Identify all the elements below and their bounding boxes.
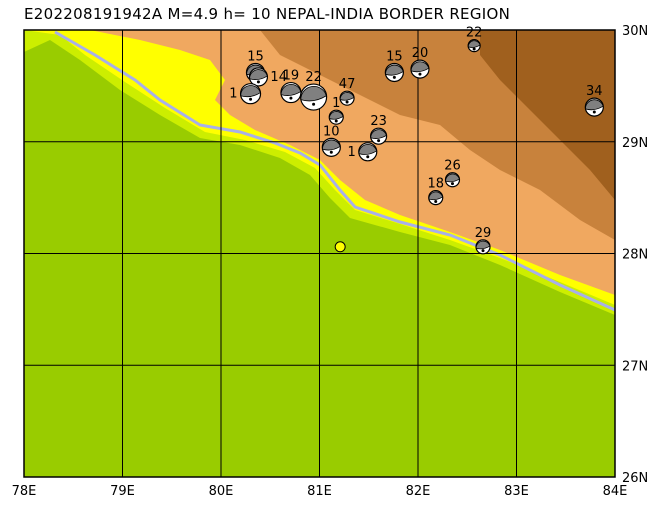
lon-tick-label: 82E: [406, 484, 431, 499]
axis-labels: 78E 79E 80E 81E 82E 83E 84E 30N 29N 28N 27N 26N: [12, 24, 649, 499]
focal-mechanism-beachball: 47: [339, 77, 356, 106]
focal-mechanism-beachball: 10: [321, 124, 341, 157]
focal-mechanism-beachball: 22: [466, 26, 483, 53]
beachball-compressional: [467, 40, 481, 48]
focal-mechanism-beachball: 26: [444, 159, 461, 188]
beachball-compressional: [280, 83, 302, 96]
depth-label: 26: [444, 159, 461, 174]
beachball-compressional: [370, 129, 387, 139]
depth-label: 18: [427, 177, 444, 192]
t-axis-dot: [312, 102, 316, 106]
lat-tick-label: 26N: [622, 471, 648, 486]
beachball-compressional: [428, 191, 444, 201]
focal-mechanism-beachball: 18: [427, 177, 444, 206]
t-axis-dot: [592, 110, 596, 114]
depth-label: 15: [247, 49, 264, 64]
depth-label: 47: [339, 77, 356, 92]
depth-label: 22: [305, 70, 322, 85]
t-axis-dot: [289, 96, 293, 100]
beachball-compressional: [358, 144, 378, 155]
depth-label: 29: [475, 226, 492, 241]
focal-mechanism-beachball: 1: [229, 83, 262, 105]
depth-label: 20: [412, 46, 429, 61]
t-axis-dot: [345, 100, 349, 104]
lon-tick-label: 84E: [603, 484, 628, 499]
river: [54, 30, 616, 312]
beachball-compressional: [585, 99, 604, 111]
t-axis-dot: [418, 72, 422, 76]
focal-mechanism-beachball: 15: [384, 49, 404, 83]
beachball-compressional: [240, 85, 261, 98]
depth-label: 1: [347, 145, 355, 160]
focal-mechanism-beachball: 1: [328, 96, 344, 125]
epicenter-marker: [334, 241, 346, 253]
focal-mechanism-beachball: 20: [410, 46, 430, 79]
depth-label: 1: [229, 87, 237, 102]
beachball-compressional: [475, 240, 491, 250]
focal-mechanism-beachball: 22: [299, 70, 328, 111]
lon-tick-label: 80E: [209, 484, 234, 499]
depth-label: 15: [386, 49, 403, 64]
lat-tick-label: 27N: [622, 359, 648, 374]
lon-tick-label: 83E: [504, 484, 529, 499]
map-title: E202208191942A M=4.9 h= 10 NEPAL-INDIA B…: [24, 5, 511, 23]
beachball-compressional: [445, 173, 460, 183]
t-axis-dot: [377, 139, 381, 143]
lon-tick-label: 81E: [307, 484, 332, 499]
depth-label: 10: [323, 124, 340, 139]
focal-mechanism-beachball: 14: [248, 67, 287, 87]
focal-mechanism-beachball: 29: [475, 226, 492, 255]
beachball-compressional: [300, 85, 327, 102]
t-axis-dot: [366, 155, 370, 159]
depth-label: 22: [466, 26, 483, 41]
lat-tick-label: 28N: [622, 248, 648, 263]
depth-label: 34: [586, 84, 603, 99]
t-axis-dot: [249, 97, 253, 101]
t-axis-dot: [392, 75, 396, 79]
map-frame: [23, 29, 616, 478]
t-axis-dot: [481, 249, 485, 253]
focal-mechanism-beachball: 34: [584, 84, 604, 117]
lon-tick-label: 78E: [12, 484, 37, 499]
beachball-compressional: [328, 111, 344, 120]
beachball-compressional: [249, 69, 268, 81]
depth-label: 23: [370, 114, 387, 129]
beachball-compressional: [322, 139, 341, 151]
t-axis-dot: [450, 182, 454, 186]
t-axis-dot: [256, 80, 260, 84]
focal-mechanism-beachball: 23: [370, 114, 388, 145]
t-axis-dot: [329, 150, 333, 154]
high-mountain-zone: [480, 30, 615, 200]
beachball-compressional: [339, 92, 355, 101]
beachball-compressional: [410, 61, 430, 73]
depth-label: 14: [270, 70, 287, 85]
lon-tick-label: 79E: [110, 484, 135, 499]
focal-mechanism-beachball: 19: [280, 69, 302, 104]
t-axis-dot: [472, 47, 476, 51]
depth-label: 19: [283, 69, 300, 84]
depth-label: 1: [332, 96, 340, 111]
t-axis-dot: [434, 199, 438, 203]
t-axis-dot: [334, 119, 338, 123]
beachball-compressional: [385, 64, 404, 76]
focal-mechanism-beachball: 1: [347, 142, 378, 162]
lat-tick-label: 30N: [622, 24, 648, 39]
lat-tick-label: 29N: [622, 136, 648, 151]
